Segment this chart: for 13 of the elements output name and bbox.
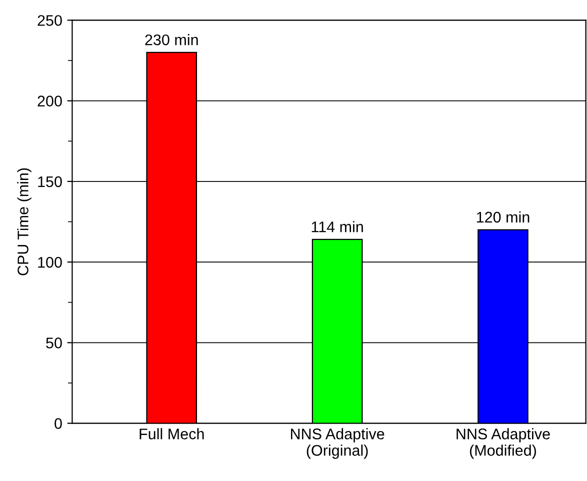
data-label: 120 min (476, 211, 530, 223)
y-axis-title: CPU Time (min) (17, 168, 32, 276)
data-label: 230 min (145, 34, 198, 46)
x-tick-label: Full Mech (140, 428, 204, 440)
y-tick-label: 150 (38, 176, 62, 188)
y-tick-label: 0 (54, 418, 62, 429)
y-tick-label: 200 (38, 96, 62, 107)
x-tick-label: NNS Adaptive (Original) (290, 428, 384, 459)
y-tick-label: 100 (38, 256, 62, 268)
y-tick-label: 250 (38, 15, 62, 26)
x-tick-label: NNS Adaptive (Modified) (456, 428, 550, 459)
data-label: 114 min (312, 221, 363, 232)
y-tick-label: 50 (46, 338, 62, 348)
